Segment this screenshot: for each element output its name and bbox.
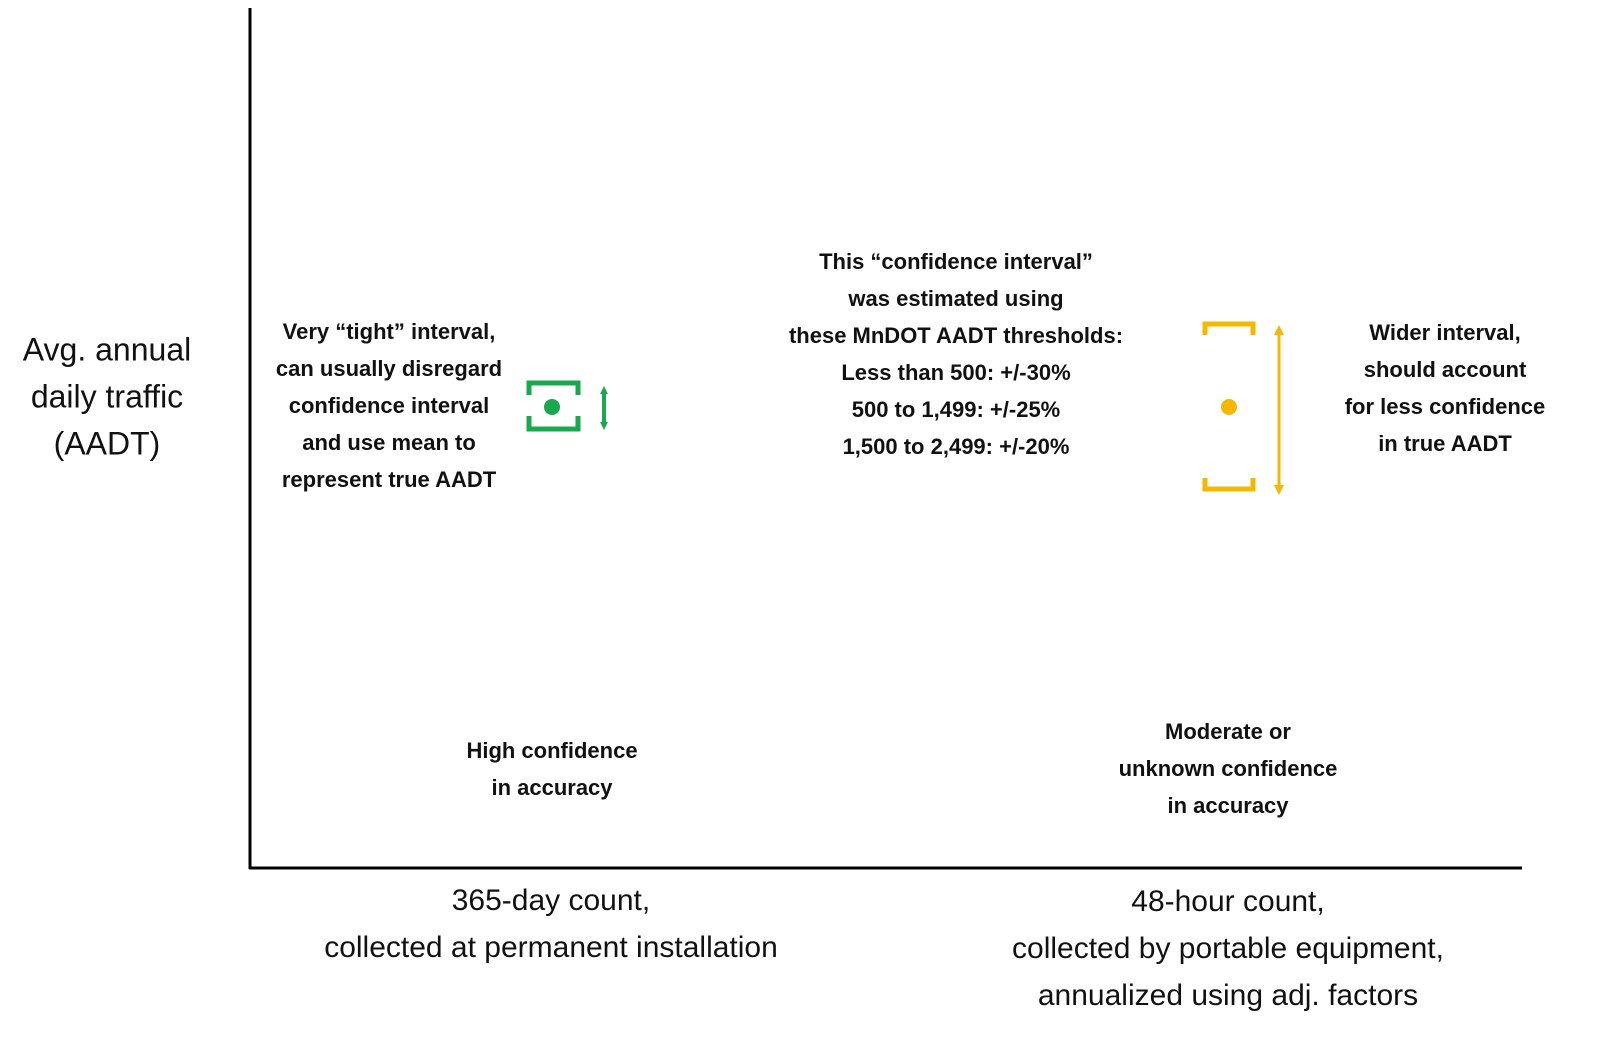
left-confidence: in accuracy (491, 775, 613, 800)
right-confidence: unknown confidence (1119, 756, 1338, 781)
center-note: Less than 500: +/-30% (841, 360, 1070, 385)
right-confidence: in accuracy (1167, 793, 1289, 818)
right-note: Wider interval, (1369, 320, 1520, 345)
y-axis-label: daily traffic (31, 378, 183, 414)
wide-interval (1202, 321, 1284, 495)
right-confidence: Moderate or (1165, 719, 1291, 744)
left-confidence: High confidence (466, 738, 637, 763)
left-note: can usually disregard (276, 356, 502, 381)
center-note: 1,500 to 2,499: +/-20% (843, 434, 1070, 459)
left-x-label: 365-day count, (452, 884, 650, 917)
right-note: in true AADT (1378, 431, 1512, 456)
left-x-label: collected at permanent installation (324, 931, 778, 964)
right-x-label: collected by portable equipment, (1012, 932, 1444, 965)
left-note: Very “tight” interval, (283, 319, 496, 344)
left-note: represent true AADT (282, 467, 497, 492)
center-note: 500 to 1,499: +/-25% (852, 397, 1061, 422)
center-note: was estimated using (847, 286, 1063, 311)
center-note: these MnDOT AADT thresholds: (789, 323, 1123, 348)
right-note: should account (1364, 357, 1527, 382)
left-note: and use mean to (302, 430, 476, 455)
left-note: confidence interval (289, 393, 490, 418)
right-x-label: 48-hour count, (1131, 885, 1324, 918)
right-note: for less confidence (1345, 394, 1546, 419)
tight-interval (526, 380, 608, 432)
right-x-label: annualized using adj. factors (1038, 979, 1418, 1012)
y-axis-label: Avg. annual (23, 331, 191, 367)
y-axis-label: (AADT) (54, 425, 161, 461)
center-note: This “confidence interval” (819, 249, 1093, 274)
